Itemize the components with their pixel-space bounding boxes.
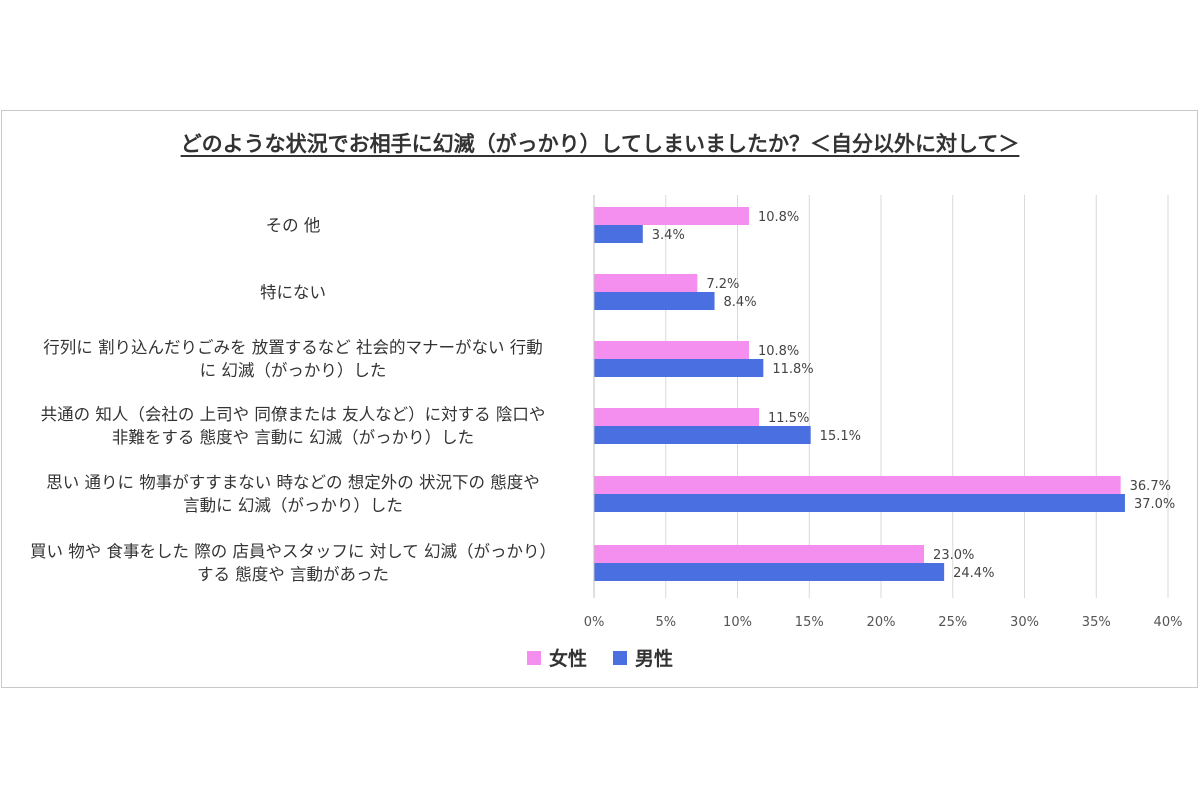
category-label-0: その 他 — [8, 214, 578, 237]
data-label-female-4: 36.7% — [1130, 479, 1171, 494]
category-label-2-line-0: 行列に 割り込んだりごみを 放置するなど 社会的マナーがない 行動 — [43, 338, 543, 357]
x-tick-label-8: 40% — [1154, 615, 1183, 630]
legend-label-male: 男性 — [635, 648, 674, 670]
legend-item-female: 女性 — [526, 644, 587, 671]
x-tick-label-6: 30% — [1010, 615, 1039, 630]
category-label-5: 買い 物や 食事をした 際の 店員やスタッフに 対して 幻滅（がっかり） する 態… — [8, 540, 578, 586]
data-label-female-5: 23.0% — [933, 548, 974, 563]
category-label-1: 特にない — [8, 281, 578, 304]
legend-label-female: 女性 — [548, 648, 587, 670]
x-tick-label-0: 0% — [584, 615, 605, 630]
chart-title: どのような状況でお相手に幻滅（がっかり）してしまいましたか？＜自分以外に対して＞ — [180, 132, 1020, 156]
category-label-2-line-1: に 幻滅（がっかり）した — [199, 361, 387, 380]
bar-male-0 — [594, 225, 643, 243]
x-tick-label-4: 20% — [867, 615, 896, 630]
data-label-female-2: 10.8% — [758, 344, 799, 359]
bar-female-1 — [594, 274, 698, 292]
data-label-male-5: 24.4% — [953, 566, 994, 581]
category-label-1-line-0: 特にない — [260, 282, 326, 302]
category-label-4-line-0: 思い 通りに 物事がすすまない 時などの 想定外の 状況下の 態度や — [46, 473, 540, 492]
legend-swatch-male — [613, 650, 627, 665]
category-label-2: 行列に 割り込んだりごみを 放置するなど 社会的マナーがない 行動に 幻滅（がっ… — [8, 336, 578, 382]
bar-male-4 — [594, 494, 1125, 512]
bar-female-5 — [594, 545, 925, 563]
data-label-male-1: 8.4% — [724, 295, 757, 310]
category-label-5-line-1: する 態度や 言動があった — [197, 565, 389, 584]
category-label-3-line-1: 非難をする 態度や 言動に 幻滅（がっかり）した — [111, 428, 475, 447]
bar-male-1 — [594, 292, 715, 310]
data-label-male-4: 37.0% — [1134, 497, 1175, 512]
bar-male-2 — [594, 359, 764, 377]
legend: 女性 男性 — [0, 644, 1200, 671]
x-tick-label-3: 15% — [795, 615, 824, 630]
x-tick-label-5: 25% — [938, 615, 967, 630]
category-label-4: 思い 通りに 物事がすすまない 時などの 想定外の 状況下の 態度や 言動に 幻滅… — [8, 471, 578, 517]
chart-frame — [1, 110, 1198, 688]
category-label-3-line-0: 共通の 知人（会社の 上司や 同僚または 友人など）に対する 陰口や — [40, 405, 546, 424]
x-tick-label-1: 5% — [655, 615, 676, 630]
data-label-female-1: 7.2% — [706, 277, 739, 292]
data-label-male-3: 15.1% — [820, 429, 861, 444]
category-label-5-line-0: 買い 物や 食事をした 際の 店員やスタッフに 対して 幻滅（がっかり） — [30, 542, 556, 561]
category-label-3: 共通の 知人（会社の 上司や 同僚または 友人など）に対する 陰口や 非難をする … — [8, 403, 578, 449]
category-label-0-line-0: その 他 — [265, 215, 321, 235]
bar-female-4 — [594, 476, 1121, 494]
data-label-male-0: 3.4% — [652, 228, 685, 243]
x-tick-label-2: 10% — [723, 615, 752, 630]
category-label-4-line-1: 言動に 幻滅（がっかり）した — [183, 496, 403, 515]
legend-item-male: 男性 — [613, 644, 673, 671]
bar-female-0 — [594, 207, 749, 225]
data-label-male-2: 11.8% — [772, 362, 813, 377]
data-label-female-3: 11.5% — [768, 411, 809, 426]
bar-female-2 — [594, 341, 749, 359]
bar-male-5 — [594, 563, 945, 581]
x-tick-label-7: 35% — [1082, 615, 1111, 630]
bar-female-3 — [594, 408, 760, 426]
legend-swatch-female — [526, 650, 541, 665]
data-label-female-0: 10.8% — [758, 210, 799, 225]
bar-male-3 — [594, 426, 811, 444]
